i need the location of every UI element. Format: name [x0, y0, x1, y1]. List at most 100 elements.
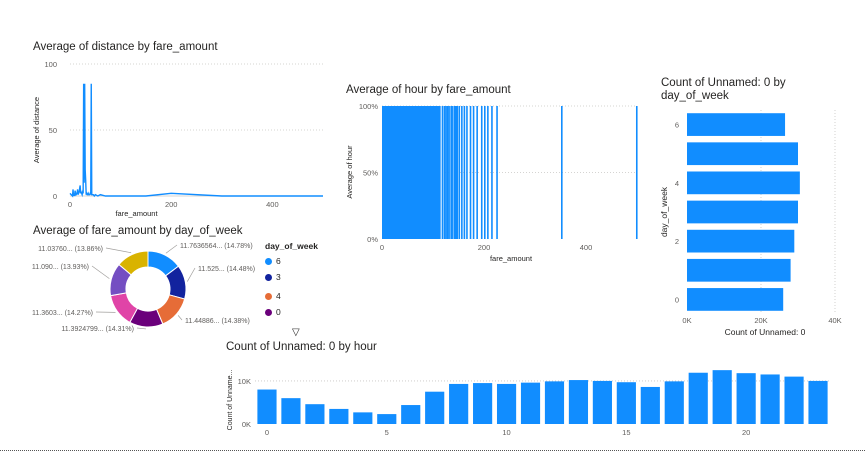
bar — [808, 380, 828, 424]
label-leader-line — [91, 265, 110, 279]
bar — [491, 106, 493, 239]
bar — [449, 383, 469, 424]
bar — [496, 106, 498, 239]
bar — [469, 106, 472, 239]
bar — [487, 106, 489, 239]
bar — [473, 383, 493, 424]
y-axis-title: day_of_week — [659, 186, 669, 237]
y-tick-label: 0% — [367, 235, 378, 244]
bar — [257, 389, 277, 424]
x-tick-label: 20K — [754, 316, 767, 325]
distance-chart-title: Average of distance by fare_amount — [33, 41, 218, 53]
bar — [456, 106, 459, 239]
bar — [441, 106, 444, 239]
bar-block — [382, 106, 441, 239]
data-label: 11.3603... (14.27%) — [32, 310, 93, 317]
bar — [520, 382, 541, 424]
bar — [445, 106, 447, 239]
legend-label: 4 — [276, 291, 281, 301]
bar — [760, 374, 780, 424]
label-leader-line — [177, 315, 183, 321]
label-leader-line — [186, 267, 196, 282]
bar — [454, 106, 457, 239]
bar — [425, 391, 445, 424]
legend-label: 0 — [276, 307, 281, 317]
legend-dot-icon — [265, 308, 272, 316]
legend-dot-icon — [265, 273, 272, 281]
legend-scroll-down-icon[interactable]: ▽ — [292, 327, 300, 338]
bar — [664, 381, 684, 424]
y-tick-label: 0 — [53, 192, 57, 201]
x-axis-title: Count of Unnamed: 0 — [725, 327, 806, 337]
legend-item-3[interactable]: 3 — [265, 272, 281, 282]
y-axis-title: Average of hour — [345, 145, 354, 199]
x-tick-label: 400 — [580, 243, 593, 252]
bar — [592, 380, 612, 424]
x-tick-label: 5 — [385, 428, 389, 437]
donut-chart-title: Average of fare_amount by day_of_week — [33, 225, 243, 237]
bar — [281, 398, 301, 424]
y-tick-label: 50 — [49, 126, 57, 135]
legend-dot-icon — [265, 292, 272, 300]
data-label: 11.03760... (13.86%) — [38, 246, 103, 253]
bar — [687, 200, 798, 224]
bar — [476, 106, 478, 239]
data-label: 11.44886... (14.38%) — [185, 318, 250, 325]
bar — [496, 383, 517, 424]
data-label: 11.525... (14.48%) — [198, 266, 255, 273]
legend-label: 6 — [276, 256, 281, 266]
data-label: 11.090... (13.93%) — [32, 264, 89, 271]
legend-item-6[interactable]: 6 — [265, 256, 281, 266]
bar — [305, 404, 325, 424]
x-tick-label: 0 — [380, 243, 384, 252]
label-leader-line — [105, 247, 132, 254]
bar — [446, 106, 449, 239]
x-tick-label: 10 — [502, 428, 510, 437]
bar — [640, 386, 660, 424]
bar — [568, 380, 589, 424]
bar — [687, 258, 791, 282]
bar — [472, 106, 475, 239]
x-tick-label: 0K — [682, 316, 691, 325]
donut-slice — [118, 250, 149, 276]
bar — [461, 106, 463, 239]
bar — [443, 106, 446, 239]
data-label: 11.3924799... (14.31%) — [61, 326, 134, 333]
bar — [687, 288, 784, 311]
y-tick-label: 50% — [363, 169, 378, 178]
y-tick-label: 4 — [675, 179, 679, 188]
x-tick-label: 0 — [68, 200, 72, 209]
bar — [736, 373, 756, 424]
y-tick-label: 6 — [675, 121, 679, 130]
bar — [688, 372, 708, 424]
bar — [453, 106, 455, 239]
x-tick-label: 15 — [622, 428, 630, 437]
bar — [451, 106, 453, 239]
legend-item-0[interactable]: 0 — [265, 307, 281, 317]
y-axis-title: Count of Unname... — [227, 370, 234, 431]
bar — [687, 142, 798, 166]
x-tick-label: 20 — [742, 428, 750, 437]
x-tick-label: 200 — [478, 243, 491, 252]
y-tick-label: 2 — [675, 237, 679, 246]
x-tick-label: 200 — [165, 200, 178, 209]
bar — [458, 106, 461, 239]
bar — [712, 370, 732, 424]
hour-chart-title: Average of hour by fare_amount — [346, 84, 511, 96]
x-axis-title: fare_amount — [490, 254, 533, 263]
y-tick-label: 0 — [675, 295, 679, 304]
legend-item-4[interactable]: 4 — [265, 291, 281, 301]
label-leader-line — [136, 327, 147, 330]
x-tick-label: 0 — [265, 428, 269, 437]
bar — [480, 106, 483, 239]
bar — [635, 106, 638, 239]
bar — [561, 106, 563, 239]
bar — [687, 229, 795, 253]
legend-dot-icon — [265, 257, 272, 265]
page-divider — [0, 450, 865, 451]
bar — [687, 113, 786, 136]
x-tick-label: 40K — [828, 316, 841, 325]
bar — [401, 405, 421, 424]
x-tick-label: 400 — [266, 200, 279, 209]
